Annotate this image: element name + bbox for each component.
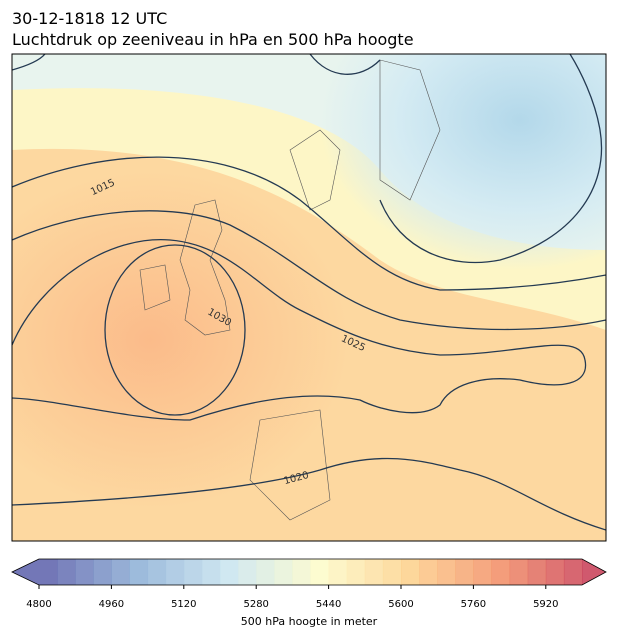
colorbar-outline (11, 558, 607, 586)
colorbar-swatch (238, 559, 257, 585)
colorbar-tick-label: 5120 (171, 599, 196, 610)
map-frame (11, 53, 607, 542)
colorbar-tick-label: 5760 (461, 599, 486, 610)
colorbar-swatch (147, 559, 167, 585)
colorbar-tick-label: 5440 (316, 599, 341, 610)
colorbar-tick-label: 5600 (388, 599, 413, 610)
colorbar-tick-label: 5280 (243, 599, 268, 610)
colorbar-swatch (401, 559, 420, 585)
colorbar-extend-low (12, 559, 39, 585)
colorbar-tick-label: 4960 (99, 599, 124, 610)
colorbar-swatch (57, 559, 76, 585)
colorbar-swatch (419, 559, 438, 585)
colorbar-swatch (328, 559, 348, 585)
colorbar-extend-high (582, 559, 606, 585)
colorbar-swatch (93, 559, 112, 585)
colorbar-swatch (111, 559, 130, 585)
colorbar-swatch (509, 559, 529, 585)
colorbar-swatch (183, 559, 203, 585)
colorbar: 4800 4960 5120 5280 5440 5600 5760 5920 (11, 558, 607, 610)
colorbar-swatch (129, 559, 149, 585)
colorbar-tick-label: 4800 (26, 599, 51, 610)
colorbar-swatch (545, 559, 565, 585)
colorbar-swatch (39, 559, 58, 585)
colorbar-swatch (292, 559, 311, 585)
colorbar-swatch (527, 559, 547, 585)
colorbar-swatch (563, 559, 583, 585)
colorbar-swatch (455, 559, 474, 585)
colorbar-swatch (310, 559, 330, 585)
colorbar-swatch (220, 559, 239, 585)
colorbar-swatch (473, 559, 492, 585)
colorbar-swatch (382, 559, 402, 585)
colorbar-swatch (201, 559, 221, 585)
colorbar-swatch (364, 559, 384, 585)
colorbar-swatch (437, 559, 456, 585)
colorbar-label: 500 hPa hoogte in meter (241, 615, 378, 628)
map-subtitle: Luchtdruk op zeeniveau in hPa en 500 hPa… (12, 30, 414, 49)
map: 1015 1030 1025 1020 (12, 54, 606, 541)
colorbar-swatch (346, 559, 366, 585)
colorbar-swatch (256, 559, 275, 585)
map-date: 30-12-1818 12 UTC (12, 9, 167, 28)
colorbar-swatch (165, 559, 185, 585)
colorbar-swatch (75, 559, 94, 585)
colorbar-swatch (274, 559, 293, 585)
colorbar-swatch (491, 559, 511, 585)
colorbar-tick-label: 5920 (533, 599, 558, 610)
